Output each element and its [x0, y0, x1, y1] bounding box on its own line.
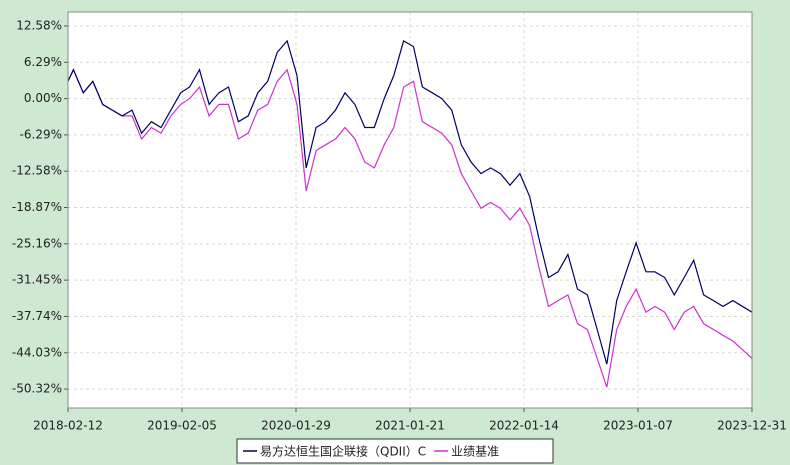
x-tick-label: 2019-02-05: [147, 419, 217, 433]
legend-label: 易方达恒生国企联接（QDII）C: [260, 444, 426, 459]
x-tick-label: 2018-02-12: [33, 419, 103, 433]
x-tick-label: 2023-12-31: [717, 419, 787, 433]
y-tick-label: -6.29%: [20, 127, 62, 141]
line-series: [67, 68, 753, 388]
x-tick-label: 2021-01-21: [375, 419, 445, 433]
y-tick-label: -37.74%: [12, 309, 62, 323]
y-tick-label: -25.16%: [12, 236, 62, 250]
y-tick-label: 6.29%: [24, 55, 62, 69]
legend: [236, 438, 554, 464]
y-tick-label: -18.87%: [12, 200, 62, 214]
plot-border: [67, 11, 753, 409]
x-tick-label: 2022-01-14: [489, 419, 559, 433]
line-series: [67, 39, 753, 365]
y-tick-label: -12.58%: [12, 164, 62, 178]
legend-label: 业绩基准: [451, 445, 499, 459]
x-tick-label: 2020-01-29: [261, 419, 331, 433]
y-tick-label: -44.03%: [12, 345, 62, 359]
y-tick-label: -31.45%: [12, 273, 62, 287]
y-tick-label: 0.00%: [24, 91, 62, 105]
y-tick-label: -50.32%: [12, 382, 62, 396]
x-tick-label: 2023-01-07: [603, 419, 673, 433]
y-tick-label: 12.58%: [16, 18, 62, 32]
